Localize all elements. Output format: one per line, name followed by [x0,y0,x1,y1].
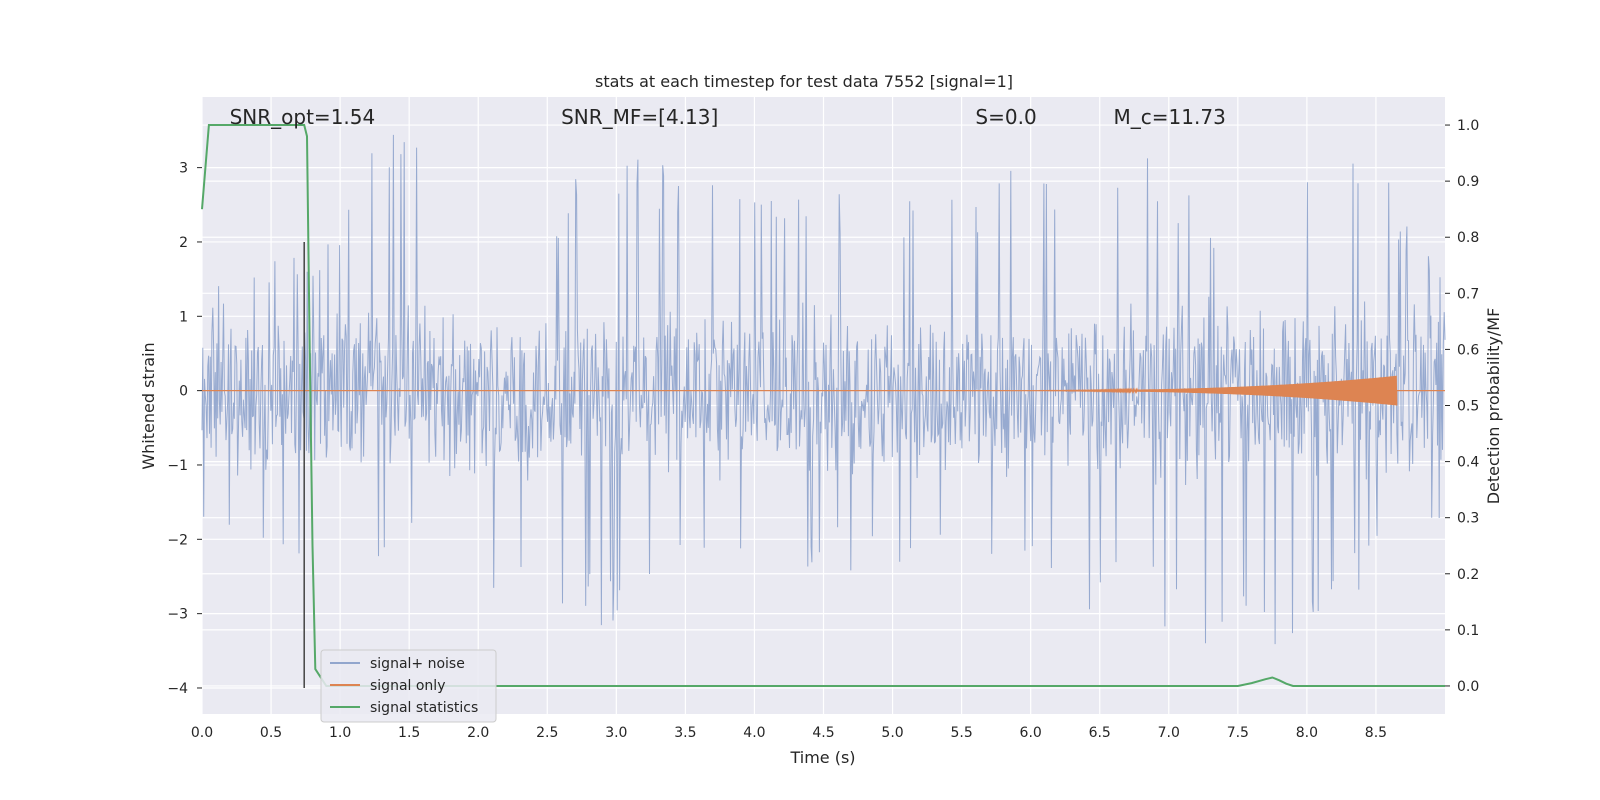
y-right-tick-label-6: 0.4 [1457,455,1479,471]
x-tick-label-3: 1.5 [398,725,420,741]
legend-label-noise: signal+ noise [370,656,465,672]
x-tick-label-0: 0.0 [191,725,213,741]
x-tick-label-15: 7.5 [1227,725,1249,741]
y-left-axis-ticks: 3 2 1 0 −1 −2 −3 −4 [167,161,202,697]
annotation-0: SNR_opt=1.54 [230,105,376,129]
x-tick-label-13: 6.5 [1089,725,1111,741]
y-left-tick-label-0: 3 [179,161,188,177]
y-right-tick-label-5: 0.5 [1457,399,1479,415]
x-tick-label-10: 5.0 [881,725,903,741]
chart-title: stats at each timestep for test data 755… [595,72,1013,91]
y-right-tick-label-0: 1.0 [1457,118,1479,134]
x-tick-label-8: 4.0 [743,725,765,741]
y-right-tick-label-10: 0.0 [1457,679,1479,695]
x-tick-label-7: 3.5 [674,725,696,741]
y-left-tick-label-5: −2 [167,532,188,548]
signal-noise-series [201,134,1446,645]
legend-box [320,649,497,723]
y-right-axis-ticks: 1.0 0.9 0.8 0.7 0.6 0.5 0.4 0.3 0.2 0.1 0.0 [1445,118,1479,695]
x-tick-label-5: 2.5 [536,725,558,741]
x-tick-label-11: 5.5 [950,725,972,741]
y-left-tick-label-2: 1 [179,309,188,325]
x-tick-label-12: 6.0 [1020,725,1042,741]
x-tick-label-16: 8.0 [1296,725,1318,741]
y-right-tick-label-3: 0.7 [1457,286,1479,302]
legend: signal+ noise signal only signal statist… [320,649,497,723]
y-right-tick-label-9: 0.1 [1457,623,1479,639]
y-left-tick-label-3: 0 [179,384,188,400]
y-right-tick-label-2: 0.8 [1457,230,1479,246]
x-tick-label-1: 0.5 [260,725,282,741]
signal-only-line [202,375,1445,406]
annotation-1: SNR_MF=[4.13] [561,105,718,129]
y-right-tick-label-8: 0.2 [1457,567,1479,583]
legend-label-signal: signal only [370,678,445,694]
annotation-3: M_c=11.73 [1114,105,1226,129]
x-tick-label-14: 7.0 [1158,725,1180,741]
x-tick-label-17: 8.5 [1365,725,1387,741]
y-right-tick-label-1: 0.9 [1457,174,1479,190]
annotation-2: S=0.0 [975,105,1036,129]
y-right-axis-label: Detection probability/MF [1484,308,1503,505]
y-left-tick-label-4: −1 [167,458,188,474]
y-left-tick-label-1: 2 [179,235,188,251]
y-left-tick-label-6: −3 [167,607,188,623]
noise-line [201,134,1446,645]
annotations: SNR_opt=1.54 SNR_MF=[4.13] S=0.0 M_c=11.73 [230,105,1226,129]
y-left-axis-label: Whitened strain [139,342,158,469]
signal-statistics-line [201,124,1445,687]
y-right-tick-label-7: 0.3 [1457,511,1479,527]
x-axis-ticks: 0.0 0.5 1.0 1.5 2.0 2.5 3.0 3.5 4.0 4.5 5.0 5.5 6.0 6… [191,725,1387,741]
x-tick-label-2: 1.0 [329,725,351,741]
x-tick-label-4: 2.0 [467,725,489,741]
x-tick-label-9: 4.5 [812,725,834,741]
y-left-tick-label-7: −4 [167,681,188,697]
legend-label-stats: signal statistics [370,700,478,716]
x-axis-label: Time (s) [789,748,855,767]
x-tick-label-6: 3.0 [605,725,627,741]
signal-statistics-series [201,124,1445,687]
signal-only-series [202,375,1445,406]
y-right-tick-label-4: 0.6 [1457,342,1479,358]
